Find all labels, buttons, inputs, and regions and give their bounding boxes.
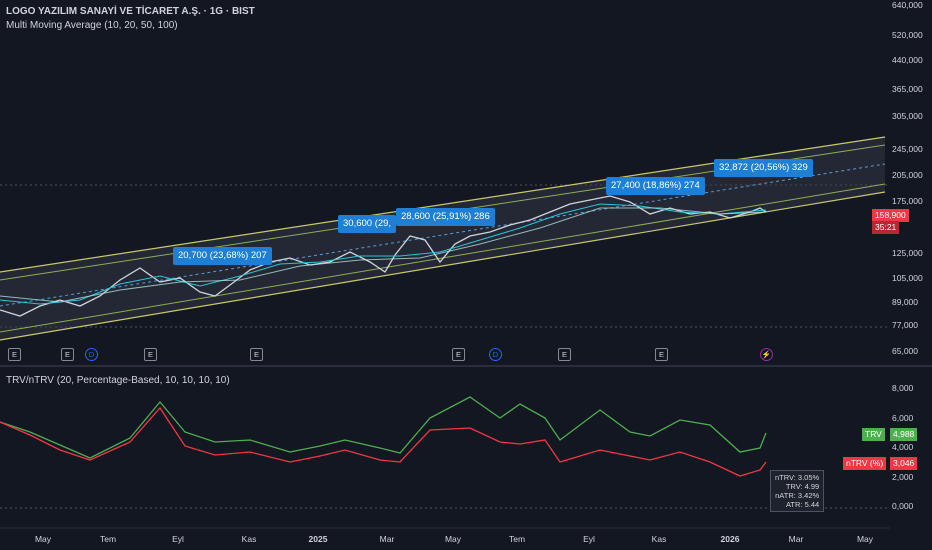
price-tick: 175,000 bbox=[892, 196, 923, 206]
price-tick: 205,000 bbox=[892, 170, 923, 180]
earnings-marker[interactable]: E bbox=[61, 348, 74, 361]
time-tick: Tem bbox=[508, 534, 526, 544]
time-tick: May bbox=[34, 534, 52, 544]
indicator-tick: 6,000 bbox=[892, 413, 914, 423]
indicator-legend-trv[interactable]: TRV/nTRV (20, Percentage-Based, 10, 10, … bbox=[6, 375, 230, 386]
bar-countdown: 35:21 bbox=[872, 221, 900, 234]
range-callout[interactable]: 28,600 (25,91%) 286 bbox=[396, 208, 495, 226]
time-tick: 2026 bbox=[720, 534, 740, 544]
ma-line bbox=[0, 203, 767, 305]
natr-info: nATR: 3.42% bbox=[775, 491, 820, 500]
time-tick: 2025 bbox=[308, 534, 328, 544]
price-tick: 245,000 bbox=[892, 144, 923, 154]
channel-lower-line bbox=[0, 191, 886, 341]
indicator-legend-ma[interactable]: Multi Moving Average (10, 20, 50, 100) bbox=[6, 20, 178, 31]
time-tick: May bbox=[856, 534, 874, 544]
price-series bbox=[0, 195, 767, 317]
price-tick: 520,000 bbox=[892, 30, 923, 40]
trv-line bbox=[0, 396, 767, 459]
current-price-tag: 158,900 bbox=[872, 209, 909, 222]
earnings-marker[interactable]: E bbox=[144, 348, 157, 361]
earnings-marker[interactable]: E bbox=[452, 348, 465, 361]
range-callout[interactable]: 30,600 (29, bbox=[338, 215, 397, 233]
atr-info: ATR: 5.44 bbox=[785, 500, 820, 509]
ntrv-label-tag: nTRV (%) bbox=[843, 457, 887, 470]
range-callout[interactable]: 27,400 (18,86%) 274 bbox=[606, 177, 705, 195]
indicator-info-box: nTRV: 3.05% TRV: 4.99 nATR: 3.42% ATR: 5… bbox=[770, 470, 825, 512]
price-tick: 105,000 bbox=[892, 273, 923, 283]
earnings-marker[interactable]: E bbox=[250, 348, 263, 361]
channel-mid-line bbox=[0, 163, 886, 307]
time-tick: Eyl bbox=[583, 534, 595, 544]
earnings-marker[interactable]: E bbox=[558, 348, 571, 361]
price-tick: 440,000 bbox=[892, 55, 923, 65]
indicator-tick: 2,000 bbox=[892, 472, 914, 482]
range-callout[interactable]: 32,872 (20,56%) 329 bbox=[714, 159, 813, 177]
ntrv-info: nTRV: 3.05% bbox=[775, 473, 820, 482]
trv-info: TRV: 4.99 bbox=[785, 482, 820, 491]
price-tick: 65,000 bbox=[892, 346, 918, 356]
price-tick: 640,000 bbox=[892, 0, 923, 10]
time-tick: Mar bbox=[379, 534, 395, 544]
indicator-tick: 0,000 bbox=[892, 501, 914, 511]
split-marker-icon[interactable]: ⚡ bbox=[760, 348, 773, 361]
ntrv-value-tag: 3,046 bbox=[890, 457, 918, 470]
time-tick: Mar bbox=[788, 534, 804, 544]
time-tick: Kas bbox=[241, 534, 257, 544]
indicator-tick: 8,000 bbox=[892, 383, 914, 393]
indicator-tick: 4,000 bbox=[892, 442, 914, 452]
price-tick: 365,000 bbox=[892, 84, 923, 94]
time-tick: Kas bbox=[651, 534, 667, 544]
ntrv-line bbox=[0, 406, 767, 477]
time-tick: May bbox=[444, 534, 462, 544]
time-tick: Tem bbox=[99, 534, 117, 544]
price-tick: 125,000 bbox=[892, 248, 923, 258]
dividend-marker[interactable]: D bbox=[489, 348, 502, 361]
trv-label-tag: TRV bbox=[862, 428, 885, 441]
range-callout[interactable]: 20,700 (23,68%) 207 bbox=[173, 247, 272, 265]
earnings-marker[interactable]: E bbox=[655, 348, 668, 361]
price-tick: 77,000 bbox=[892, 320, 918, 330]
time-tick: Eyl bbox=[172, 534, 184, 544]
earnings-marker[interactable]: E bbox=[8, 348, 21, 361]
price-tick: 305,000 bbox=[892, 111, 923, 121]
ma-line-long bbox=[0, 207, 767, 303]
chart-title: LOGO YAZILIM SANAYİ VE TİCARET A.Ş. · 1G… bbox=[6, 6, 255, 17]
dividend-marker[interactable]: D bbox=[85, 348, 98, 361]
trv-value-tag: 4,988 bbox=[890, 428, 918, 441]
price-tick: 89,000 bbox=[892, 297, 918, 307]
